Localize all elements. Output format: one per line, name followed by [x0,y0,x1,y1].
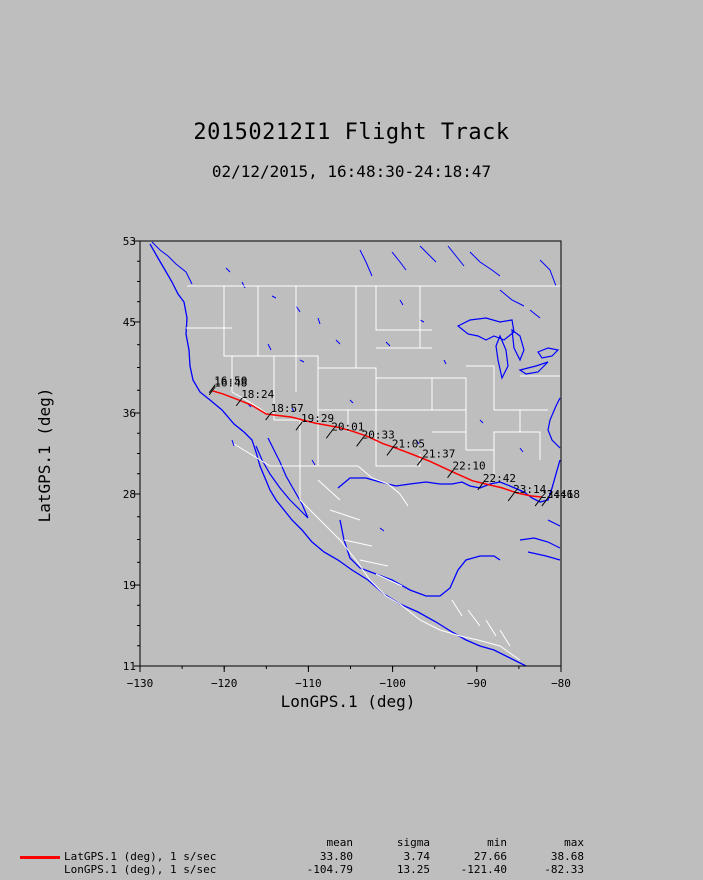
time-tick [507,492,515,502]
y-axis-label: LatGPS.1 (deg) [35,388,54,523]
plot-area: 16:4816:5018:2418:5719:2920:0120:3321:05… [139,240,580,667]
y-tick-label: 28 [123,488,136,501]
time-label: 23:46 [540,488,573,501]
y-tick-label: 19 [123,579,136,592]
legend-row-lon: LonGPS.1 (deg), 1 s/sec -104.79 13.25 -1… [0,863,703,876]
time-label: 18:24 [241,388,274,401]
time-tick [325,429,333,439]
time-label: 16:50 [214,375,247,388]
caribbean [519,537,561,561]
legend-min: -121.40 [460,863,507,876]
legend-header-mean: mean [326,836,354,849]
chart-title: 20150212I1 Flight Track [193,120,510,145]
legend-sigma: 3.74 [403,850,431,863]
time-label: 19:29 [301,412,334,425]
y-tick-label: 53 [123,235,136,248]
time-label: 20:01 [331,420,364,433]
x-axis-label: LonGPS.1 (deg) [281,692,416,711]
northern-lakes [151,241,557,319]
time-tick [386,447,394,456]
legend-header-min: min [487,836,507,849]
time-label: 22:10 [453,460,486,473]
legend-mean: -104.79 [306,863,353,876]
legend-row-lat: LatGPS.1 (deg), 1 s/sec 33.80 3.74 27.66… [0,850,703,863]
axes: −130 −120 −110 −100 −90 −80 11 19 28 36 45 53 [123,235,571,690]
time-tick [235,397,243,407]
time-labels: 16:4816:5018:2418:5719:2920:0120:3321:05… [208,375,580,507]
legend-mean: 33.80 [319,850,353,863]
time-tick [534,497,542,507]
time-tick [208,386,216,396]
time-label: 20:33 [362,428,395,441]
x-tick-label: −110 [295,677,322,690]
legend-sigma: 13.25 [396,863,430,876]
time-label: 18:57 [271,402,304,415]
time-label: 22:42 [483,472,516,485]
legend-header-sigma: sigma [396,836,430,849]
x-tick-label: −130 [127,677,154,690]
y-tick-label: 11 [123,660,136,673]
time-label: 21:37 [422,448,455,461]
time-tick [265,411,273,421]
legend-min: 27.66 [473,850,507,863]
time-label: 23:14 [513,483,546,496]
time-tick [295,421,303,431]
time-tick [356,438,364,447]
time-tick [416,457,424,466]
legend-name: LatGPS.1 (deg), 1 s/sec [64,850,217,863]
legend: mean sigma min max LatGPS.1 (deg), 1 s/s… [0,836,703,880]
legend-max: 38.68 [550,850,584,863]
legend-max: -82.33 [544,863,584,876]
flight-track-line [212,390,542,498]
coastline-gulf [337,459,561,597]
time-tick [477,481,485,491]
y-tick-label: 36 [123,407,136,420]
time-tick [208,384,216,394]
great-lakes [456,317,560,380]
time-label: 16:48 [214,377,247,390]
legend-header-max: max [564,836,584,849]
time-tick [541,497,549,507]
y-tick-label: 45 [123,316,136,329]
boundaries [186,285,561,661]
basemap [149,241,561,666]
x-tick-label: −100 [379,677,406,690]
coastline-baja [255,437,309,519]
plot-frame [139,240,562,667]
x-tick-label: −90 [467,677,487,690]
time-label: 21:05 [392,437,425,450]
legend-name: LonGPS.1 (deg), 1 s/sec [64,863,217,876]
time-tick [447,469,454,479]
time-label: 24:18 [547,488,580,501]
coastline-pacific [149,243,527,666]
legend-line-swatch [20,856,60,859]
x-tick-label: −120 [211,677,238,690]
coastline-atlantic [547,397,561,527]
chart-subtitle: 02/12/2015, 16:48:30-24:18:47 [211,162,492,181]
x-tick-label: −80 [551,677,571,690]
small-lakes [225,267,524,532]
